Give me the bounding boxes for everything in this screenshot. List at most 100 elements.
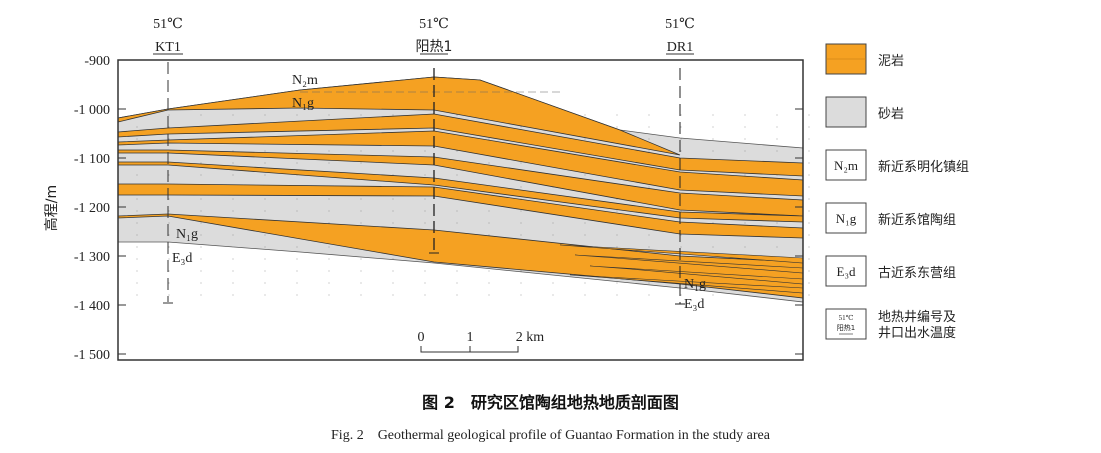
sandstone-dot xyxy=(744,174,746,176)
label-n2m: N₂m xyxy=(292,73,318,88)
sandstone-dot xyxy=(616,126,618,128)
sandstone-dot xyxy=(328,282,330,284)
sandstone-dot xyxy=(648,246,650,248)
sandstone-dot xyxy=(456,270,458,272)
sandstone-dot xyxy=(200,270,202,272)
sandstone-dot xyxy=(424,174,426,176)
sandstone-dot xyxy=(808,210,810,212)
sandstone-dot xyxy=(808,282,810,284)
sandstone-dot xyxy=(712,246,714,248)
sandstone-dot xyxy=(488,282,490,284)
sandstone-dot xyxy=(168,222,170,224)
sandstone-dot xyxy=(392,294,394,296)
well-temperature: 51℃ xyxy=(665,17,695,32)
sandstone-dot xyxy=(328,114,330,116)
sandstone-dot xyxy=(360,210,362,212)
sandstone-dot xyxy=(232,294,234,296)
sandstone-dot xyxy=(168,174,170,176)
sandstone-dot xyxy=(808,258,810,260)
sandstone-dot xyxy=(680,246,682,248)
sandstone-dot xyxy=(584,282,586,284)
scale-label: 0 xyxy=(418,330,425,345)
sandstone-dot xyxy=(360,150,362,152)
sandstone-dot xyxy=(200,114,202,116)
label-n1g: N₁g xyxy=(684,277,706,292)
sandstone-dot xyxy=(232,174,234,176)
sandstone-dot xyxy=(296,162,298,164)
sandstone-dot xyxy=(392,114,394,116)
sandstone-dot xyxy=(392,258,394,260)
y-axis-label: 高程/m xyxy=(43,185,60,231)
sandstone-dot xyxy=(648,294,650,296)
scale-bar: 0 1 2 km xyxy=(418,330,545,353)
sandstone-dot xyxy=(584,174,586,176)
sandstone-dot xyxy=(296,258,298,260)
sandstone-dot xyxy=(776,150,778,152)
scale-label: 2 km xyxy=(516,330,545,345)
sandstone-dot xyxy=(392,270,394,272)
sandstone-dot xyxy=(808,126,810,128)
sandstone-dot xyxy=(456,294,458,296)
sandstone-dot xyxy=(744,294,746,296)
sandstone-dot xyxy=(136,246,138,248)
label-n1g: N₁g xyxy=(176,227,198,242)
sandstone-dot xyxy=(584,234,586,236)
well-temperature: 51℃ xyxy=(153,17,183,32)
sandstone-dot xyxy=(808,198,810,200)
sandstone-dot xyxy=(776,222,778,224)
sandstone-dot xyxy=(744,150,746,152)
legend-n2m: N₂m 新近系明化镇组 xyxy=(825,149,969,181)
sandstone-dot xyxy=(200,222,202,224)
sandstone-dot xyxy=(488,270,490,272)
sandstone-dot xyxy=(808,162,810,164)
sandstone-dot xyxy=(136,198,138,200)
y-tick-label: -1 000 xyxy=(74,103,110,118)
sandstone-dot xyxy=(200,294,202,296)
sandstone-dot xyxy=(392,282,394,284)
sandstone-dot xyxy=(200,234,202,236)
sandstone-dot xyxy=(232,162,234,164)
sandstone-dot xyxy=(680,150,682,152)
sandstone-dot xyxy=(168,246,170,248)
sandstone-dot xyxy=(520,126,522,128)
sandstone-dot xyxy=(424,198,426,200)
sandstone-dot xyxy=(168,126,170,128)
sandstone-dot xyxy=(232,246,234,248)
y-tick-labels: -900 -1 000 -1 100 -1 200 -1 300 -1 400 … xyxy=(74,54,110,363)
legend-sandstone: 砂岩 xyxy=(825,96,904,128)
sandstone-dot xyxy=(168,210,170,212)
sandstone-dot xyxy=(296,210,298,212)
sandstone-dot xyxy=(808,114,810,116)
sandstone-dot xyxy=(360,222,362,224)
mudstone-layer-n2m xyxy=(117,76,681,156)
sandstone-dot xyxy=(168,114,170,116)
sandstone-dot xyxy=(488,234,490,236)
well-dr1: 51℃ DR1 xyxy=(665,17,695,305)
y-tick-label: -1 300 xyxy=(74,250,110,265)
well-name: KT1 xyxy=(155,40,181,55)
svg-text:新近系馆陶组: 新近系馆陶组 xyxy=(878,212,956,228)
sandstone-dot xyxy=(168,294,170,296)
sandstone-dot xyxy=(232,282,234,284)
sandstone-dot xyxy=(232,270,234,272)
sandstone-dot xyxy=(456,210,458,212)
sandstone-dot xyxy=(264,114,266,116)
sandstone-dot xyxy=(808,294,810,296)
y-tick-label: -1 100 xyxy=(74,152,110,167)
sandstone-dot xyxy=(680,138,682,140)
sandstone-dot xyxy=(360,114,362,116)
sandstone-dot xyxy=(680,114,682,116)
sandstone-dot xyxy=(136,270,138,272)
sandstone-dot xyxy=(520,294,522,296)
sandstone-dot xyxy=(808,270,810,272)
sandstone-dot xyxy=(712,138,714,140)
sandstone-dot xyxy=(616,294,618,296)
legend-e3d: E₃d 古近系东营组 xyxy=(825,255,956,287)
sandstone-dot xyxy=(328,222,330,224)
well-kt1: 51℃ KT1 xyxy=(153,17,183,304)
sandstone-dot xyxy=(136,282,138,284)
sandstone-dot xyxy=(712,150,714,152)
sandstone-dot xyxy=(392,210,394,212)
sandstone-dot xyxy=(264,210,266,212)
sandstone-dot xyxy=(488,162,490,164)
